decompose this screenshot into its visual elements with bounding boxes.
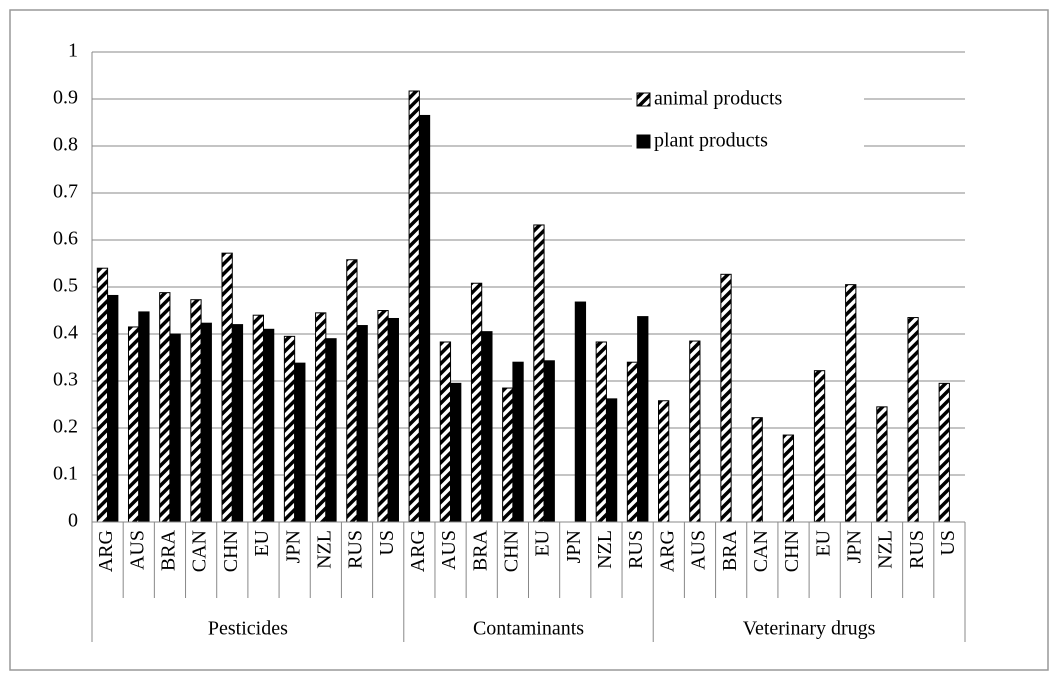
bar — [595, 341, 607, 523]
x-tick-label: NZL — [875, 530, 897, 569]
x-tick-label: BRA — [158, 529, 180, 571]
bar — [252, 314, 264, 523]
y-tick-label: 0.9 — [53, 87, 78, 109]
x-tick-label: CAN — [750, 530, 772, 572]
x-tick-label: JPN — [282, 530, 304, 563]
bar — [96, 267, 109, 523]
x-tick-label: CHN — [501, 530, 523, 572]
bar — [387, 317, 399, 523]
bar — [543, 360, 555, 523]
bar — [533, 224, 545, 523]
x-tick-label: NZL — [313, 530, 335, 569]
y-tick-label: 0.2 — [53, 416, 78, 438]
bar — [408, 90, 420, 523]
x-tick-label: BRA — [469, 529, 491, 571]
bar — [720, 273, 732, 523]
x-tick-label: JPN — [563, 530, 585, 563]
bar — [876, 406, 888, 523]
y-tick-label: 0.8 — [53, 134, 78, 156]
x-tick-label: ARG — [95, 530, 117, 572]
bar — [512, 361, 524, 523]
group-label: Pesticides — [208, 618, 288, 640]
x-tick-label: JPN — [843, 530, 865, 563]
bar — [221, 252, 233, 523]
x-tick-label: AUS — [126, 530, 148, 570]
legend-background — [632, 82, 864, 160]
x-tick-label: ARG — [407, 530, 429, 572]
bar — [470, 282, 483, 523]
bar — [325, 338, 337, 523]
bar — [574, 301, 587, 523]
x-tick-label: CAN — [189, 530, 211, 572]
bar — [231, 324, 244, 523]
x-tick-label: RUS — [345, 530, 367, 569]
legend-swatch — [636, 92, 651, 107]
bar — [190, 299, 202, 523]
bar — [605, 398, 618, 523]
bar — [262, 328, 275, 523]
bar — [159, 292, 171, 523]
x-tick-label: EU — [532, 529, 554, 556]
x-tick-label: AUS — [688, 530, 710, 570]
bar — [689, 340, 701, 523]
bar — [315, 312, 327, 523]
bar — [626, 361, 639, 523]
y-tick-label: 0.1 — [53, 463, 78, 485]
y-tick-label: 0 — [68, 510, 78, 532]
bar — [481, 331, 493, 523]
bar — [637, 316, 649, 523]
y-tick-label: 0.7 — [53, 181, 78, 203]
legend-swatch — [636, 134, 651, 149]
x-tick-label: CHN — [781, 530, 803, 572]
y-tick-label: 0.3 — [53, 369, 78, 391]
bar — [845, 284, 857, 523]
bar — [439, 341, 452, 523]
x-tick-label: CHN — [220, 530, 242, 572]
bar — [346, 259, 358, 523]
x-tick-label: NZL — [594, 530, 616, 569]
x-tick-label: EU — [812, 529, 834, 556]
x-tick-label: US — [376, 530, 398, 556]
bar — [418, 114, 431, 523]
bar — [377, 310, 389, 523]
bar — [782, 434, 795, 523]
legend-label: animal products — [654, 88, 783, 110]
x-tick-label: US — [937, 530, 959, 556]
y-tick-label: 1 — [68, 40, 78, 62]
group-label: Contaminants — [473, 618, 584, 640]
x-tick-label: ARG — [656, 530, 678, 572]
bar — [169, 333, 181, 523]
y-tick-label: 0.5 — [53, 275, 78, 297]
bar — [938, 382, 950, 523]
x-tick-label: AUS — [438, 530, 460, 570]
x-tick-label: RUS — [906, 530, 928, 569]
x-tick-label: EU — [251, 529, 273, 556]
bar — [450, 382, 462, 523]
bar — [200, 322, 212, 523]
bar — [283, 335, 296, 523]
group-label: Veterinary drugs — [743, 618, 876, 640]
bar — [751, 417, 763, 523]
x-tick-label: RUS — [625, 530, 647, 569]
bar — [127, 326, 140, 523]
bar — [813, 370, 826, 523]
bar — [138, 311, 150, 523]
bar — [356, 325, 368, 523]
y-tick-label: 0.6 — [53, 228, 78, 250]
x-tick-label: BRA — [719, 529, 741, 571]
bar — [502, 387, 514, 523]
bar — [658, 400, 670, 523]
legend-label: plant products — [654, 130, 768, 152]
bar — [907, 317, 919, 523]
y-tick-label: 0.4 — [53, 322, 78, 344]
bar — [107, 294, 119, 523]
bar — [294, 362, 306, 523]
